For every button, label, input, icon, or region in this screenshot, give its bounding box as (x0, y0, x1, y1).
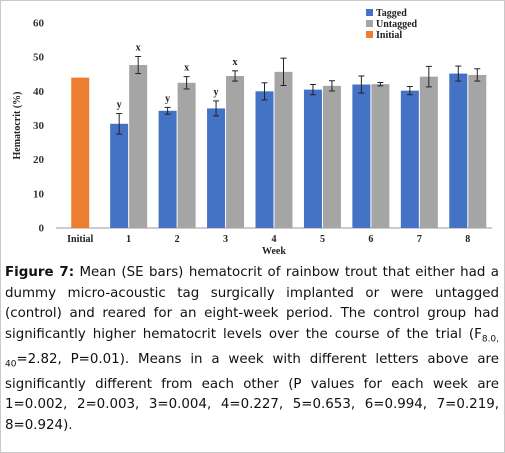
legend-swatch-untagged (366, 20, 373, 27)
bar-tagged-5 (303, 89, 322, 228)
bar-tagged-7 (400, 90, 419, 229)
bar-tagged-3 (207, 108, 226, 228)
y-tick-label: 50 (33, 52, 45, 64)
bar-tagged-4 (255, 91, 274, 228)
x-tick-label: 2 (175, 234, 180, 245)
caption-subscript: 8.0, 40 (5, 334, 499, 370)
bar-untagged-6 (371, 84, 390, 229)
legend-label-untagged: Untagged (376, 19, 418, 30)
x-tick-label: 7 (417, 234, 422, 245)
legend-label-tagged: Tagged (376, 8, 407, 19)
x-tick-label: Initial (67, 234, 93, 245)
legend-swatch-initial (366, 31, 373, 38)
y-tick-label: 60 (33, 18, 45, 30)
x-axis-title: Week (262, 246, 286, 257)
bar-initial-Initial (71, 77, 90, 229)
y-tick-label: 20 (33, 154, 45, 166)
y-tick-label: 30 (33, 120, 45, 132)
significance-letter: y (117, 100, 122, 111)
bar-tagged-6 (352, 84, 371, 228)
bar-untagged-3 (226, 75, 245, 228)
legend-swatch-tagged (366, 9, 373, 16)
bar-untagged-2 (177, 82, 196, 229)
x-tick-label: 3 (223, 234, 228, 245)
y-tick-label: 40 (33, 86, 45, 98)
significance-letter: x (184, 63, 189, 74)
caption-text-2: =2.82, P=0.01). Means in a week with dif… (5, 351, 499, 433)
bar-untagged-1 (129, 65, 148, 229)
bar-untagged-4 (274, 71, 293, 228)
caption-text-1: Mean (SE bars) hematocrit of rainbow tro… (5, 265, 499, 342)
bar-tagged-1 (110, 123, 129, 228)
bar-tagged-8 (449, 73, 468, 228)
hematocrit-chart: 0 10 20 30 40 50 60 Initial y x 1 y x 2 y x 3 4 5 6 7 8 Week He… (12, 8, 492, 257)
y-axis-title: Hematocrit (%) (12, 91, 23, 159)
significance-letter: y (165, 93, 170, 104)
bar-untagged-5 (322, 85, 341, 228)
x-tick-label: 6 (368, 234, 373, 245)
legend-label-initial: Initial (376, 30, 402, 41)
bar-untagged-8 (468, 74, 487, 228)
significance-letter: y (214, 87, 219, 98)
bar-untagged-7 (419, 76, 438, 229)
caption-label: Figure 7: (5, 265, 75, 280)
x-tick-label: 5 (320, 234, 325, 245)
figure-caption: Figure 7: Mean (SE bars) hematocrit of r… (5, 263, 499, 436)
significance-letter: x (233, 57, 238, 68)
x-tick-label: 8 (465, 234, 470, 245)
y-tick-label: 0 (39, 223, 45, 235)
x-tick-label: 4 (272, 234, 277, 245)
bar-tagged-2 (158, 110, 177, 228)
x-tick-label: 1 (126, 234, 131, 245)
y-tick-label: 10 (33, 188, 45, 200)
significance-letter: x (136, 42, 141, 53)
